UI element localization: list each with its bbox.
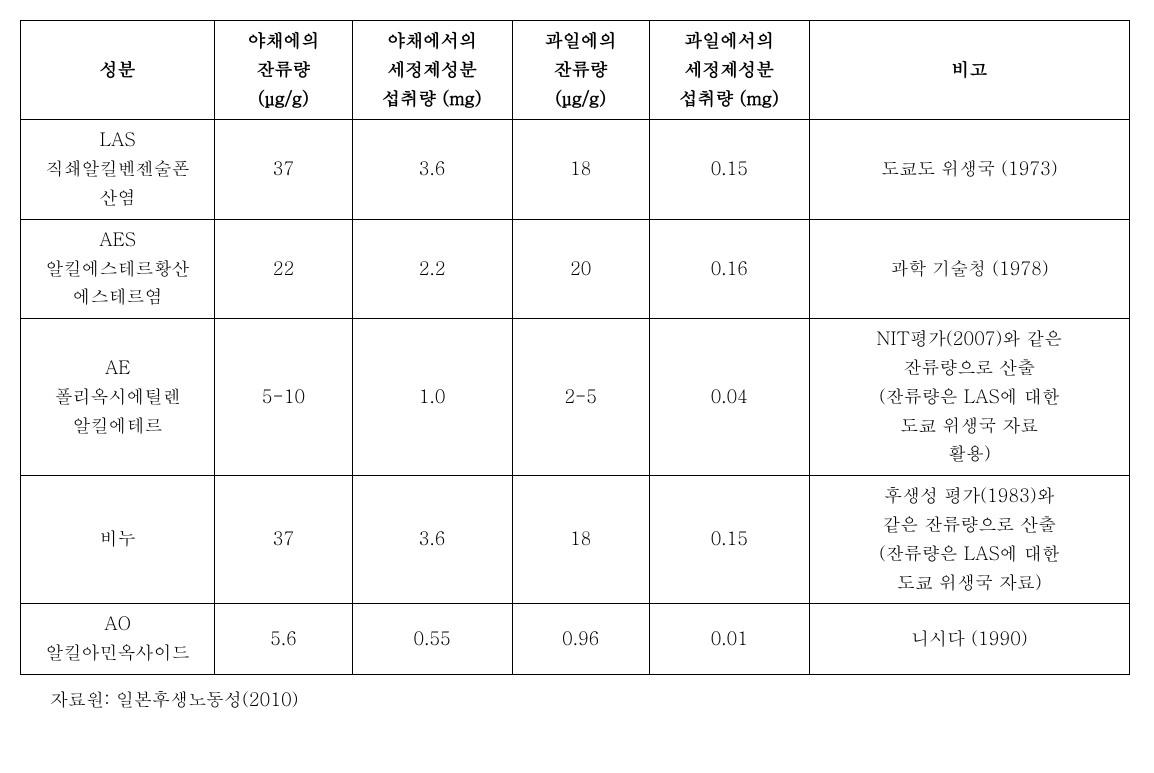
header-veg-residue: 야채에의 잔류량 (μg/g)	[215, 21, 352, 120]
cell-text: 같은 잔류량으로 산출	[882, 512, 1056, 537]
header-text: 섭취량 (mg)	[680, 86, 779, 111]
header-text: (μg/g)	[555, 86, 606, 111]
cell-remarks: 과학 기술청 (1978)	[809, 219, 1129, 318]
header-text: 잔류량	[554, 57, 608, 82]
cell-veg-intake: 1.0	[352, 319, 512, 476]
data-table: 성분 야채에의 잔류량 (μg/g) 야채에서의 세정제성분 섭취량 (mg) …	[20, 20, 1130, 675]
cell-fruit-intake: 0.15	[649, 476, 809, 604]
cell-text: 폴리옥시에틸렌	[55, 384, 181, 409]
source-text: 자료원: 일본후생노동성(2010)	[50, 687, 1134, 712]
cell-text: LAS	[100, 127, 136, 152]
cell-text: AE	[105, 355, 130, 380]
cell-text: 산염	[100, 185, 136, 210]
cell-component: AES 알킬에스테르황산 에스테르염	[21, 219, 215, 318]
header-text: 세정제성분	[684, 57, 774, 82]
header-text: 세정제성분	[387, 57, 477, 82]
header-text: 야채에의	[247, 28, 319, 53]
cell-fruit-residue: 20	[512, 219, 649, 318]
cell-text: 알킬에테르	[73, 413, 163, 438]
cell-fruit-intake: 0.15	[649, 120, 809, 219]
cell-text: 에스테르염	[73, 284, 163, 309]
table-row: 비누 37 3.6 18 0.15 후생성 평가(1983)와 같은 잔류량으로…	[21, 476, 1130, 604]
cell-text: NIT평가(2007)와 같은	[877, 326, 1063, 351]
header-component: 성분	[21, 21, 215, 120]
cell-veg-intake: 0.55	[352, 604, 512, 675]
cell-text: AO	[104, 611, 131, 636]
cell-veg-intake: 2.2	[352, 219, 512, 318]
cell-text: 도쿄 위생국 자료)	[897, 570, 1042, 595]
header-veg-intake: 야채에서의 세정제성분 섭취량 (mg)	[352, 21, 512, 120]
cell-text: 비누	[100, 526, 136, 551]
cell-veg-residue: 22	[215, 219, 352, 318]
cell-component: AE 폴리옥시에틸렌 알킬에테르	[21, 319, 215, 476]
cell-text: 후생성 평가(1983)와	[884, 483, 1054, 508]
cell-fruit-residue: 18	[512, 476, 649, 604]
cell-text: 잔류량으로 산출	[903, 355, 1035, 380]
cell-veg-intake: 3.6	[352, 476, 512, 604]
cell-fruit-residue: 0.96	[512, 604, 649, 675]
cell-text: 알킬에스테르황산	[46, 256, 190, 281]
cell-text: AES	[99, 227, 136, 252]
cell-fruit-residue: 18	[512, 120, 649, 219]
header-remarks: 비고	[809, 21, 1129, 120]
cell-text: 알킬아민옥사이드	[46, 640, 190, 665]
cell-fruit-intake: 0.16	[649, 219, 809, 318]
table-row: LAS 직쇄알킬벤젠술폰 산염 37 3.6 18 0.15 도쿄도 위생국 (…	[21, 120, 1130, 219]
header-fruit-intake: 과일에서의 세정제성분 섭취량 (mg)	[649, 21, 809, 120]
cell-veg-residue: 37	[215, 476, 352, 604]
cell-veg-residue: 5-10	[215, 319, 352, 476]
header-fruit-residue: 과일에의 잔류량 (μg/g)	[512, 21, 649, 120]
cell-remarks: NIT평가(2007)와 같은 잔류량으로 산출 (잔류량은 LAS에 대한 도…	[809, 319, 1129, 476]
header-text: 과일에의	[545, 28, 617, 53]
table-row: AO 알킬아민옥사이드 5.6 0.55 0.96 0.01 니시다 (1990…	[21, 604, 1130, 675]
header-text: 섭취량 (mg)	[382, 86, 481, 111]
cell-fruit-residue: 2-5	[512, 319, 649, 476]
cell-remarks: 후생성 평가(1983)와 같은 잔류량으로 산출 (잔류량은 LAS에 대한 …	[809, 476, 1129, 604]
cell-text: 직쇄알킬벤젠술폰	[46, 156, 190, 181]
cell-remarks: 도쿄도 위생국 (1973)	[809, 120, 1129, 219]
cell-component: LAS 직쇄알킬벤젠술폰 산염	[21, 120, 215, 219]
cell-component: 비누	[21, 476, 215, 604]
cell-fruit-intake: 0.01	[649, 604, 809, 675]
table-row: AES 알킬에스테르황산 에스테르염 22 2.2 20 0.16 과학 기술청…	[21, 219, 1130, 318]
cell-component: AO 알킬아민옥사이드	[21, 604, 215, 675]
table-row: AE 폴리옥시에틸렌 알킬에테르 5-10 1.0 2-5 0.04 NIT평가…	[21, 319, 1130, 476]
header-row: 성분 야채에의 잔류량 (μg/g) 야채에서의 세정제성분 섭취량 (mg) …	[21, 21, 1130, 120]
cell-text: 활용)	[948, 441, 991, 466]
cell-veg-residue: 37	[215, 120, 352, 219]
header-text: 과일에서의	[684, 28, 774, 53]
cell-text: (잔류량은 LAS에 대한	[879, 384, 1060, 409]
header-text: 잔류량	[256, 57, 310, 82]
cell-veg-residue: 5.6	[215, 604, 352, 675]
cell-veg-intake: 3.6	[352, 120, 512, 219]
cell-text: (잔류량은 LAS에 대한	[879, 541, 1060, 566]
cell-text: 도쿄 위생국 자료	[900, 413, 1038, 438]
header-text: (μg/g)	[258, 86, 309, 111]
cell-remarks: 니시다 (1990)	[809, 604, 1129, 675]
header-text: 야채에서의	[387, 28, 477, 53]
cell-fruit-intake: 0.04	[649, 319, 809, 476]
